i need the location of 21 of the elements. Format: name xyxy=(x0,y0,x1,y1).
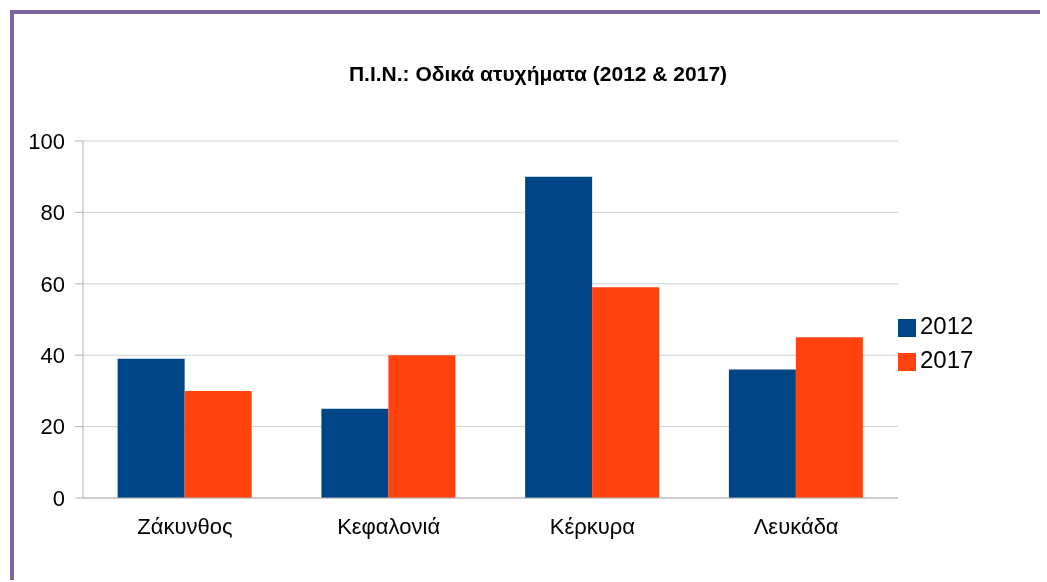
y-tick-label: 0 xyxy=(52,485,65,511)
y-tick-label: 100 xyxy=(28,128,65,154)
bar xyxy=(184,390,252,498)
bar xyxy=(525,176,593,498)
legend-label: 2017 xyxy=(920,346,974,373)
bar xyxy=(795,337,863,498)
legend-label: 2012 xyxy=(920,312,974,339)
bar xyxy=(388,355,456,498)
x-tick-label: Κέρκυρα xyxy=(549,513,636,539)
x-tick-label: Λευκάδα xyxy=(753,513,839,539)
bar xyxy=(117,358,185,498)
x-tick-label: Κεφαλονιά xyxy=(337,513,441,539)
x-tick-label: Ζάκυνθος xyxy=(137,513,233,539)
bar xyxy=(321,408,389,498)
chart-title: Π.Ι.Ν.: Οδικά ατυχήματα (2012 & 2017) xyxy=(347,62,729,86)
y-tick-label: 20 xyxy=(40,414,65,440)
bar xyxy=(592,287,660,498)
y-tick-label: 80 xyxy=(40,200,65,226)
y-tick-label: 60 xyxy=(40,271,65,297)
bar xyxy=(728,369,796,498)
y-tick-label: 40 xyxy=(40,343,65,369)
